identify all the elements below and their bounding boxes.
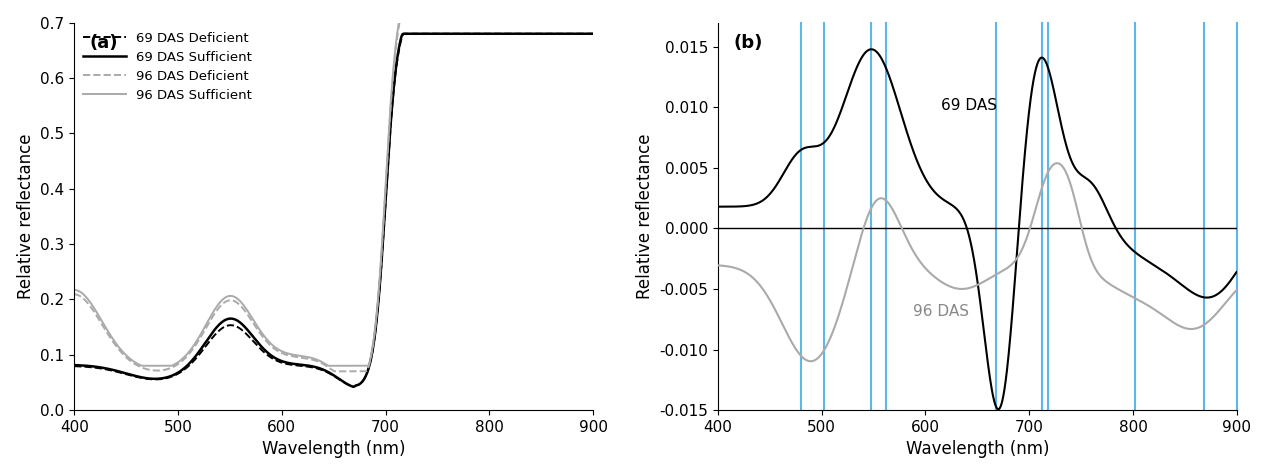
- Line: 69 DAS Sufficient: 69 DAS Sufficient: [75, 34, 593, 387]
- Text: (a): (a): [90, 34, 118, 52]
- 69 DAS Sufficient: [571, 31, 586, 37]
- 96 DAS Sufficient: [571, 0, 586, 3]
- Y-axis label: Relative reflectance: Relative reflectance: [16, 133, 34, 299]
- 96 DAS Sufficient: [571, 0, 586, 3]
- 69 DAS Deficient: [476, 31, 491, 37]
- Text: 96 DAS: 96 DAS: [913, 304, 969, 319]
- 96 DAS Sufficient: [306, 355, 321, 361]
- Line: 96 DAS Deficient: 96 DAS Deficient: [75, 6, 593, 371]
- 69 DAS Sufficient: [93, 365, 108, 370]
- 69 DAS Deficient: [346, 384, 361, 389]
- 69 DAS Sufficient: [320, 368, 335, 374]
- 69 DAS Sufficient: [398, 31, 413, 37]
- 96 DAS Deficient: [571, 3, 586, 9]
- 96 DAS Sufficient: [476, 0, 491, 3]
- 69 DAS Sufficient: [476, 31, 491, 37]
- 96 DAS Sufficient: [137, 363, 152, 369]
- 96 DAS Deficient: [586, 3, 601, 9]
- Line: 96 DAS Sufficient: 96 DAS Sufficient: [75, 0, 593, 366]
- 69 DAS Deficient: [586, 31, 601, 37]
- Legend: 69 DAS Deficient, 69 DAS Sufficient, 96 DAS Deficient, 96 DAS Sufficient: 69 DAS Deficient, 69 DAS Sufficient, 96 …: [81, 29, 255, 104]
- 96 DAS Sufficient: [399, 0, 415, 3]
- 96 DAS Sufficient: [586, 0, 601, 3]
- 96 DAS Deficient: [571, 3, 586, 9]
- Text: (b): (b): [733, 34, 762, 52]
- 96 DAS Deficient: [306, 357, 321, 362]
- 69 DAS Deficient: [571, 31, 586, 37]
- 96 DAS Sufficient: [93, 316, 108, 322]
- 69 DAS Sufficient: [586, 31, 601, 37]
- 69 DAS Sufficient: [571, 31, 586, 37]
- 96 DAS Deficient: [399, 3, 415, 9]
- Text: 69 DAS: 69 DAS: [941, 98, 997, 114]
- 96 DAS Sufficient: [67, 287, 82, 293]
- 96 DAS Sufficient: [320, 362, 335, 368]
- 69 DAS Deficient: [398, 31, 413, 37]
- 96 DAS Deficient: [476, 3, 491, 9]
- X-axis label: Wavelength (nm): Wavelength (nm): [905, 440, 1049, 458]
- 69 DAS Deficient: [93, 366, 108, 371]
- 69 DAS Sufficient: [67, 362, 82, 368]
- 69 DAS Deficient: [571, 31, 586, 37]
- X-axis label: Wavelength (nm): Wavelength (nm): [262, 440, 406, 458]
- 69 DAS Deficient: [67, 363, 82, 369]
- 69 DAS Sufficient: [346, 384, 361, 389]
- Y-axis label: Relative reflectance: Relative reflectance: [635, 133, 653, 299]
- 69 DAS Sufficient: [306, 363, 321, 369]
- 69 DAS Deficient: [306, 365, 321, 370]
- 96 DAS Deficient: [67, 292, 82, 297]
- 96 DAS Deficient: [93, 320, 108, 325]
- 69 DAS Deficient: [320, 369, 335, 375]
- Line: 69 DAS Deficient: 69 DAS Deficient: [75, 34, 593, 387]
- 96 DAS Deficient: [330, 369, 345, 374]
- 96 DAS Deficient: [320, 363, 335, 369]
